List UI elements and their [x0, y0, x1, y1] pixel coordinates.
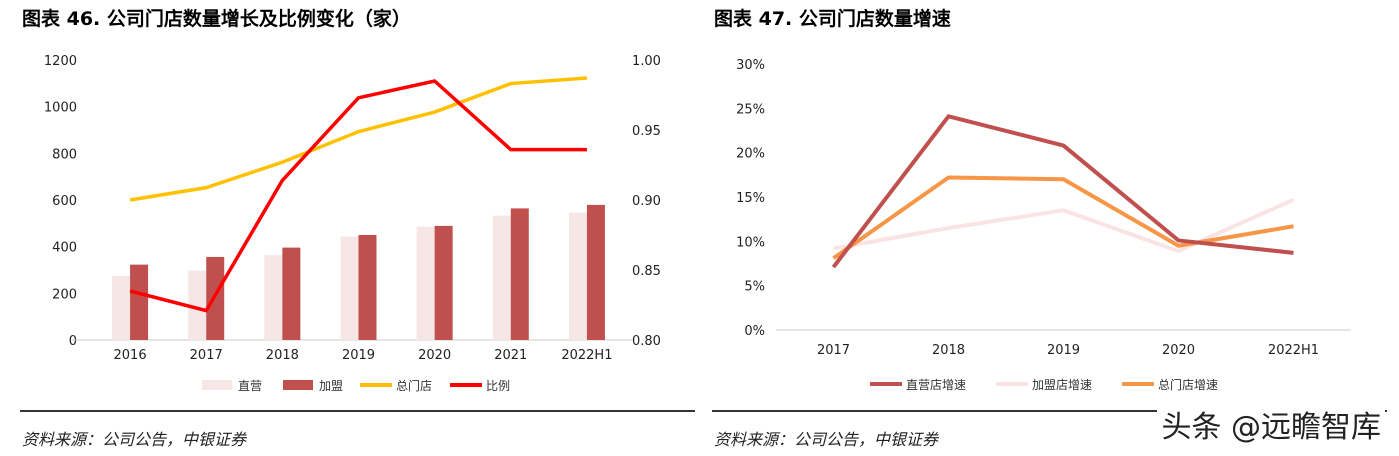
chart-46: 0 200 400 600 800 1000 1200 0.80 0.85 0.90 0.95 1.0… [44, 54, 661, 393]
chart-47: 0% 5% 10% 15% 20% 25% 30% 2017 2018 2019 2020 2022H… [736, 58, 1351, 392]
bar-直营 [340, 236, 359, 340]
x-tick-label: 2018 [932, 343, 965, 358]
source-note: 资料来源：公司公告，中银证券 [22, 430, 247, 449]
legend-swatch [202, 380, 232, 390]
legend-label: 加盟 [319, 379, 343, 393]
line-总门店增速 [832, 175, 1294, 260]
legend-label: 比例 [486, 379, 510, 393]
bar-直营 [264, 255, 283, 340]
y2-tick-label: 0.95 [632, 124, 661, 139]
divider [20, 410, 695, 412]
bar-加盟 [358, 235, 377, 340]
y-tick-label: 30% [736, 58, 765, 73]
bar-直营 [112, 275, 131, 340]
y-tick-label: 400 [52, 241, 77, 256]
bar-直营 [492, 215, 511, 340]
y2-tick-label: 0.85 [632, 264, 661, 279]
y-tick-label: 1000 [44, 101, 77, 116]
line-比例 [129, 79, 587, 313]
chart-47-title: 图表 47. 公司门店数量增速 [714, 8, 951, 30]
bar-直营 [188, 270, 207, 340]
watermark: 头条 @远瞻智库 [1157, 402, 1385, 446]
bar-加盟 [586, 204, 605, 340]
x-tick-label: 2022H1 [1268, 343, 1319, 358]
x-tick-label: 2019 [1047, 343, 1080, 358]
y-tick-label: 0 [69, 334, 77, 349]
y-tick-label: 1200 [44, 54, 77, 69]
x-tick-label: 2020 [1162, 343, 1195, 358]
y-tick-label: 200 [52, 287, 77, 302]
legend-label: 直营店增速 [906, 378, 966, 392]
x-tick-label: 2017 [817, 343, 850, 358]
line-直营店增速 [831, 114, 1294, 269]
legend-label: 总门店增速 [1158, 377, 1218, 392]
y-tick-label: 15% [736, 191, 765, 206]
y2-tick-label: 0.90 [632, 194, 661, 209]
x-tick-label: 2022H1 [561, 348, 612, 363]
x-tick-label: 2016 [114, 348, 147, 363]
y-tick-label: 20% [736, 147, 765, 162]
y-tick-label: 600 [52, 194, 77, 209]
divider [712, 410, 1387, 412]
bar-直营 [416, 226, 435, 340]
bar-加盟 [434, 225, 453, 340]
line-总门店 [129, 76, 588, 202]
y-tick-label: 25% [736, 102, 765, 117]
legend-label: 直营 [238, 379, 262, 393]
y-tick-label: 0% [744, 324, 765, 339]
y2-tick-label: 1.00 [632, 54, 661, 69]
y-tick-label: 5% [744, 280, 765, 295]
y-tick-label: 10% [736, 235, 765, 250]
bar-加盟 [510, 208, 529, 340]
legend-label: 加盟店增速 [1032, 378, 1092, 392]
source-note: 资料来源：公司公告，中银证券 [714, 430, 939, 449]
bar-加盟 [130, 264, 149, 340]
line-加盟店增速 [833, 197, 1295, 254]
bar-加盟 [282, 247, 301, 340]
chart-46-title: 图表 46. 公司门店数量增长及比例变化（家） [22, 8, 411, 30]
legend-swatch [283, 380, 313, 390]
x-tick-label: 2021 [494, 348, 527, 363]
x-tick-label: 2018 [266, 348, 299, 363]
x-tick-label: 2017 [190, 348, 223, 363]
x-tick-label: 2020 [418, 348, 451, 363]
legend-label: 总门店 [396, 378, 432, 393]
y2-tick-label: 0.80 [632, 334, 661, 349]
y-tick-label: 800 [52, 147, 77, 162]
x-tick-label: 2019 [342, 348, 375, 363]
bar-直营 [568, 212, 587, 340]
